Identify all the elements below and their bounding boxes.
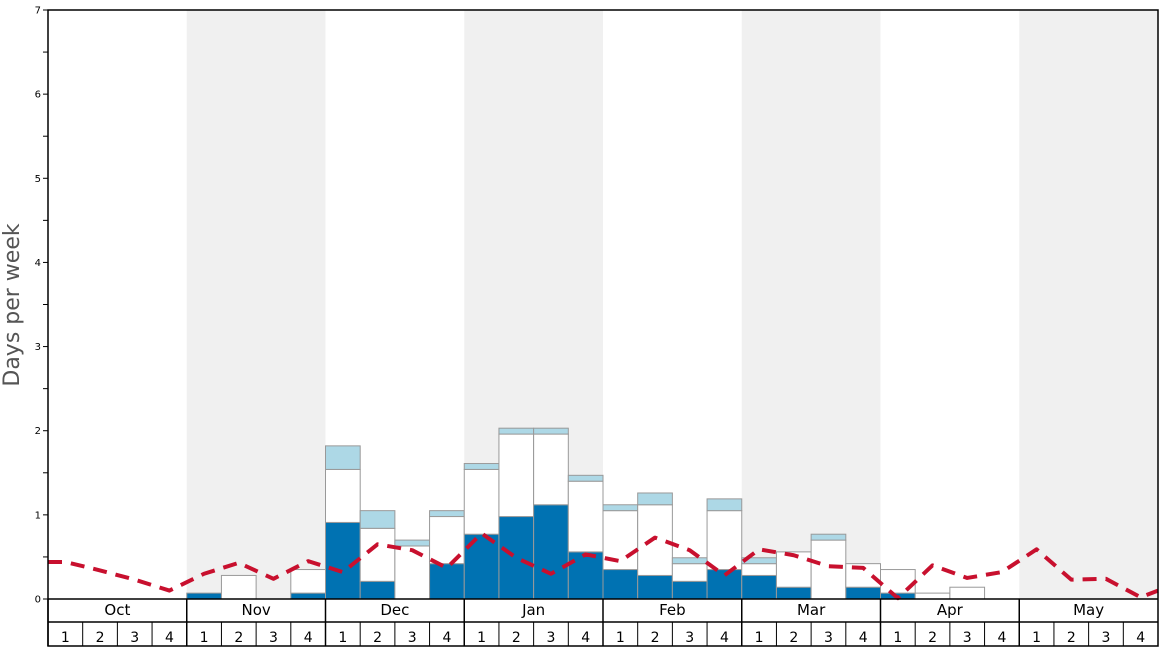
bar-segment-white <box>359 527 396 582</box>
week-label: 1 <box>893 630 902 646</box>
month-shading <box>186 10 1158 599</box>
week-label: 2 <box>234 630 243 646</box>
bar-segment-dark <box>359 580 396 600</box>
week-label: 2 <box>651 630 660 646</box>
bar-segment-white <box>880 569 916 594</box>
bar-segment-white <box>775 551 812 588</box>
bar-segment-white <box>741 563 777 576</box>
week-label: 4 <box>1136 630 1145 646</box>
bar-segment-white <box>914 592 951 600</box>
y-tick-label: 2 <box>35 426 41 437</box>
bar-segment-light <box>325 445 361 470</box>
week-label: 1 <box>477 630 486 646</box>
bar-segment-white <box>290 569 326 594</box>
bar-segment-light <box>498 427 535 435</box>
bar-segment-dark <box>775 586 812 600</box>
month-label: Jan <box>521 601 545 619</box>
week-label: 2 <box>512 630 521 646</box>
week-label: 3 <box>547 630 556 646</box>
week-label: 3 <box>685 630 694 646</box>
month-label: Nov <box>241 601 270 619</box>
month-shade-mar <box>741 10 881 599</box>
y-axis-label: Days per week <box>0 223 25 386</box>
bar-segment-light <box>463 463 500 470</box>
bar-segment-light <box>671 557 708 565</box>
y-tick-label: 4 <box>35 258 41 269</box>
month-shade-may <box>1019 10 1158 599</box>
month-label: May <box>1073 601 1104 619</box>
week-label: 4 <box>442 630 451 646</box>
bar-segment-dark <box>498 516 535 600</box>
bar-segment-white <box>949 586 986 600</box>
week-label: 4 <box>304 630 313 646</box>
bar-segment-dark <box>186 592 222 600</box>
week-label: 3 <box>1102 630 1111 646</box>
y-axis: 0 1 2 3 4 5 6 7 <box>35 6 48 606</box>
bar-segment-white <box>533 433 569 506</box>
y-tick-label: 1 <box>35 510 41 521</box>
week-label: 2 <box>96 630 105 646</box>
bar-segment-light <box>706 498 743 512</box>
bar-segment-dark <box>429 563 465 600</box>
month-label: Oct <box>104 601 130 619</box>
week-label: 2 <box>373 630 382 646</box>
week-label: 3 <box>824 630 833 646</box>
bar-segment-white <box>394 545 431 600</box>
week-label: 1 <box>616 630 625 646</box>
bar-segment-dark <box>845 586 881 600</box>
week-label: 1 <box>338 630 347 646</box>
week-label: 4 <box>720 630 729 646</box>
y-tick-label: 0 <box>35 595 41 606</box>
y-tick-label: 5 <box>35 174 41 185</box>
x-axis: Oct 1 2 3 4 Nov 1 2 3 4 Dec 1 2 3 4 Jan 1 2 3 4 Feb 1 2 3 4 Mar 1 2… <box>47 599 1145 646</box>
y-tick-label: 3 <box>35 342 41 353</box>
bar-segment-light <box>810 533 847 541</box>
week-label: 3 <box>408 630 417 646</box>
bar-segment-light <box>394 539 431 547</box>
bar-segment-light <box>567 474 604 482</box>
bar-segment-dark <box>637 574 673 600</box>
bar-segment-light <box>429 510 465 518</box>
week-label: 4 <box>859 630 868 646</box>
bar-segment-white <box>325 468 361 523</box>
bar-segment-dark <box>290 592 326 600</box>
bar-segment-dark <box>533 504 569 600</box>
bar-segment-light <box>602 504 639 512</box>
y-tick-label: 7 <box>35 6 41 17</box>
y-tick-label: 6 <box>35 90 41 101</box>
week-label: 3 <box>963 630 972 646</box>
week-label: 1 <box>1032 630 1041 646</box>
month-shade-nov <box>186 10 326 599</box>
bar-segment-dark <box>671 580 708 600</box>
week-label: 4 <box>581 630 590 646</box>
bar-segment-white <box>463 468 500 535</box>
week-label: 1 <box>755 630 764 646</box>
week-label: 1 <box>200 630 209 646</box>
week-label: 3 <box>269 630 278 646</box>
bar-segment-light <box>533 427 569 435</box>
month-label: Mar <box>797 601 826 619</box>
month-label: Dec <box>380 601 409 619</box>
week-label: 4 <box>997 630 1006 646</box>
bar-segment-dark <box>741 574 777 600</box>
bar-segment-light <box>637 492 673 506</box>
bar-segment-dark <box>602 569 639 600</box>
week-label: 4 <box>165 630 174 646</box>
week-label: 1 <box>61 630 70 646</box>
week-label: 2 <box>1067 630 1076 646</box>
week-label: 3 <box>130 630 139 646</box>
week-label: 2 <box>789 630 798 646</box>
bar-segment-white <box>220 574 257 600</box>
month-label: Apr <box>937 601 964 619</box>
week-label: 2 <box>928 630 937 646</box>
bar-segment-white <box>498 433 535 518</box>
bar-segment-white <box>810 539 847 600</box>
bar-segment-light <box>359 510 396 529</box>
bar-segment-white <box>671 563 708 582</box>
month-label: Feb <box>659 601 686 619</box>
bar-segment-white <box>567 480 604 553</box>
bar-segment-white <box>706 510 743 571</box>
